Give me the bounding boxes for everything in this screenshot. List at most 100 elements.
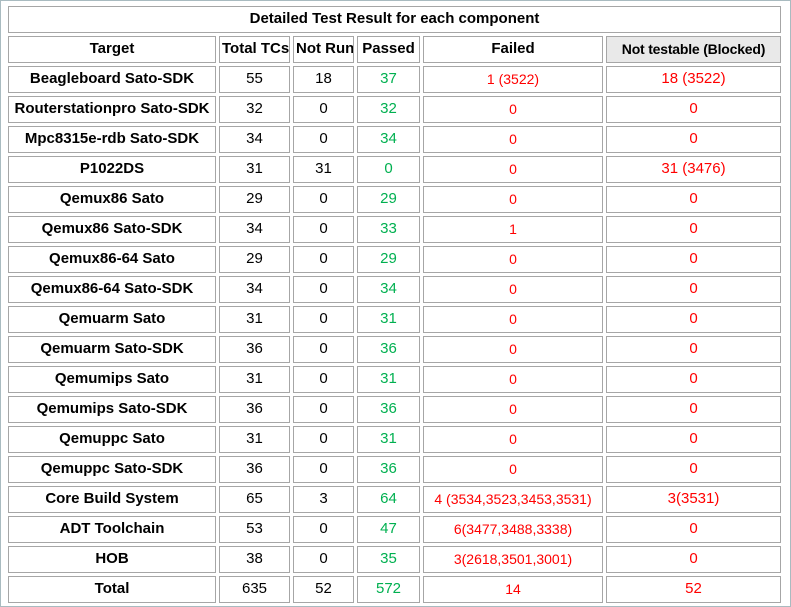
passed-cell: 34 [357,276,420,303]
not-run-cell: 0 [293,336,354,363]
total-tcs-cell: 34 [219,216,290,243]
total-tcs-cell: 38 [219,546,290,573]
target-cell: Qemumips Sato-SDK [8,396,216,423]
not-run-cell: 0 [293,96,354,123]
failed-cell: 6(3477,3488,3338) [423,516,603,543]
failed-cell: 0 [423,456,603,483]
target-cell: Qemumips Sato [8,366,216,393]
failed-cell: 0 [423,246,603,273]
not-testable-cell: 0 [606,546,781,573]
total-tcs-cell: 31 [219,156,290,183]
passed-cell: 47 [357,516,420,543]
not-testable-cell: 0 [606,336,781,363]
passed-cell: 37 [357,66,420,93]
table-row: Qemuppc Sato 31 0 31 0 0 [8,426,781,453]
target-cell: Core Build System [8,486,216,513]
target-cell: Qemux86 Sato [8,186,216,213]
not-run-cell: 0 [293,366,354,393]
failed-cell: 0 [423,336,603,363]
total-tcs-cell: 34 [219,126,290,153]
passed-cell: 0 [357,156,420,183]
passed-cell: 36 [357,396,420,423]
not-testable-cell: 0 [606,456,781,483]
not-testable-cell: 0 [606,216,781,243]
col-header-failed: Failed [423,36,603,63]
target-cell: P1022DS [8,156,216,183]
total-tcs-cell: 29 [219,186,290,213]
col-header-not-testable: Not testable (Blocked) [606,36,781,63]
failed-cell: 0 [423,426,603,453]
passed-cell: 572 [357,576,420,603]
target-cell: ADT Toolchain [8,516,216,543]
table-row: Qemuarm Sato 31 0 31 0 0 [8,306,781,333]
not-testable-cell: 0 [606,96,781,123]
target-cell: Qemux86-64 Sato [8,246,216,273]
total-tcs-cell: 31 [219,306,290,333]
table-row: Core Build System 65 3 64 4 (3534,3523,3… [8,486,781,513]
table-row: HOB 38 0 35 3(2618,3501,3001) 0 [8,546,781,573]
not-testable-cell: 0 [606,276,781,303]
passed-cell: 64 [357,486,420,513]
passed-cell: 29 [357,246,420,273]
passed-cell: 36 [357,336,420,363]
failed-cell: 0 [423,186,603,213]
not-testable-cell: 0 [606,426,781,453]
failed-cell: 0 [423,276,603,303]
col-header-not-run: Not Run [293,36,354,63]
passed-cell: 32 [357,96,420,123]
target-cell: Qemuarm Sato [8,306,216,333]
table-row: Routerstationpro Sato-SDK 32 0 32 0 0 [8,96,781,123]
table-row: Mpc8315e-rdb Sato-SDK 34 0 34 0 0 [8,126,781,153]
table-row: P1022DS 31 31 0 0 31 (3476) [8,156,781,183]
not-run-cell: 31 [293,156,354,183]
target-cell: Routerstationpro Sato-SDK [8,96,216,123]
failed-cell: 1 [423,216,603,243]
total-tcs-cell: 32 [219,96,290,123]
not-testable-cell: 0 [606,246,781,273]
total-tcs-cell: 36 [219,336,290,363]
not-run-cell: 0 [293,456,354,483]
not-run-cell: 3 [293,486,354,513]
not-run-cell: 18 [293,66,354,93]
not-run-cell: 52 [293,576,354,603]
passed-cell: 35 [357,546,420,573]
not-testable-cell: 3(3531) [606,486,781,513]
table-row: Total 635 52 572 14 52 [8,576,781,603]
not-testable-cell: 0 [606,366,781,393]
not-run-cell: 0 [293,546,354,573]
not-run-cell: 0 [293,216,354,243]
failed-cell: 0 [423,396,603,423]
target-cell: Qemuppc Sato [8,426,216,453]
target-cell: Qemuarm Sato-SDK [8,336,216,363]
passed-cell: 31 [357,426,420,453]
col-header-target: Target [8,36,216,63]
total-tcs-cell: 31 [219,426,290,453]
table-row: Qemumips Sato-SDK 36 0 36 0 0 [8,396,781,423]
target-cell: Beagleboard Sato-SDK [8,66,216,93]
failed-cell: 0 [423,126,603,153]
table-row: Qemux86-64 Sato 29 0 29 0 0 [8,246,781,273]
col-header-total-tcs: Total TCs [219,36,290,63]
passed-cell: 36 [357,456,420,483]
failed-cell: 0 [423,96,603,123]
failed-cell: 1 (3522) [423,66,603,93]
passed-cell: 34 [357,126,420,153]
not-run-cell: 0 [293,396,354,423]
test-results-table: Detailed Test Result for each component … [5,3,784,606]
not-run-cell: 0 [293,246,354,273]
total-tcs-cell: 36 [219,396,290,423]
failed-cell: 0 [423,366,603,393]
target-cell: Qemuppc Sato-SDK [8,456,216,483]
total-tcs-cell: 53 [219,516,290,543]
target-cell: Qemux86 Sato-SDK [8,216,216,243]
not-run-cell: 0 [293,126,354,153]
table-row: Beagleboard Sato-SDK 55 18 37 1 (3522) 1… [8,66,781,93]
table-row: Qemuppc Sato-SDK 36 0 36 0 0 [8,456,781,483]
target-cell: Total [8,576,216,603]
table-title: Detailed Test Result for each component [8,6,781,33]
failed-cell: 0 [423,306,603,333]
table-row: Qemux86 Sato 29 0 29 0 0 [8,186,781,213]
target-cell: HOB [8,546,216,573]
table-row: ADT Toolchain 53 0 47 6(3477,3488,3338) … [8,516,781,543]
